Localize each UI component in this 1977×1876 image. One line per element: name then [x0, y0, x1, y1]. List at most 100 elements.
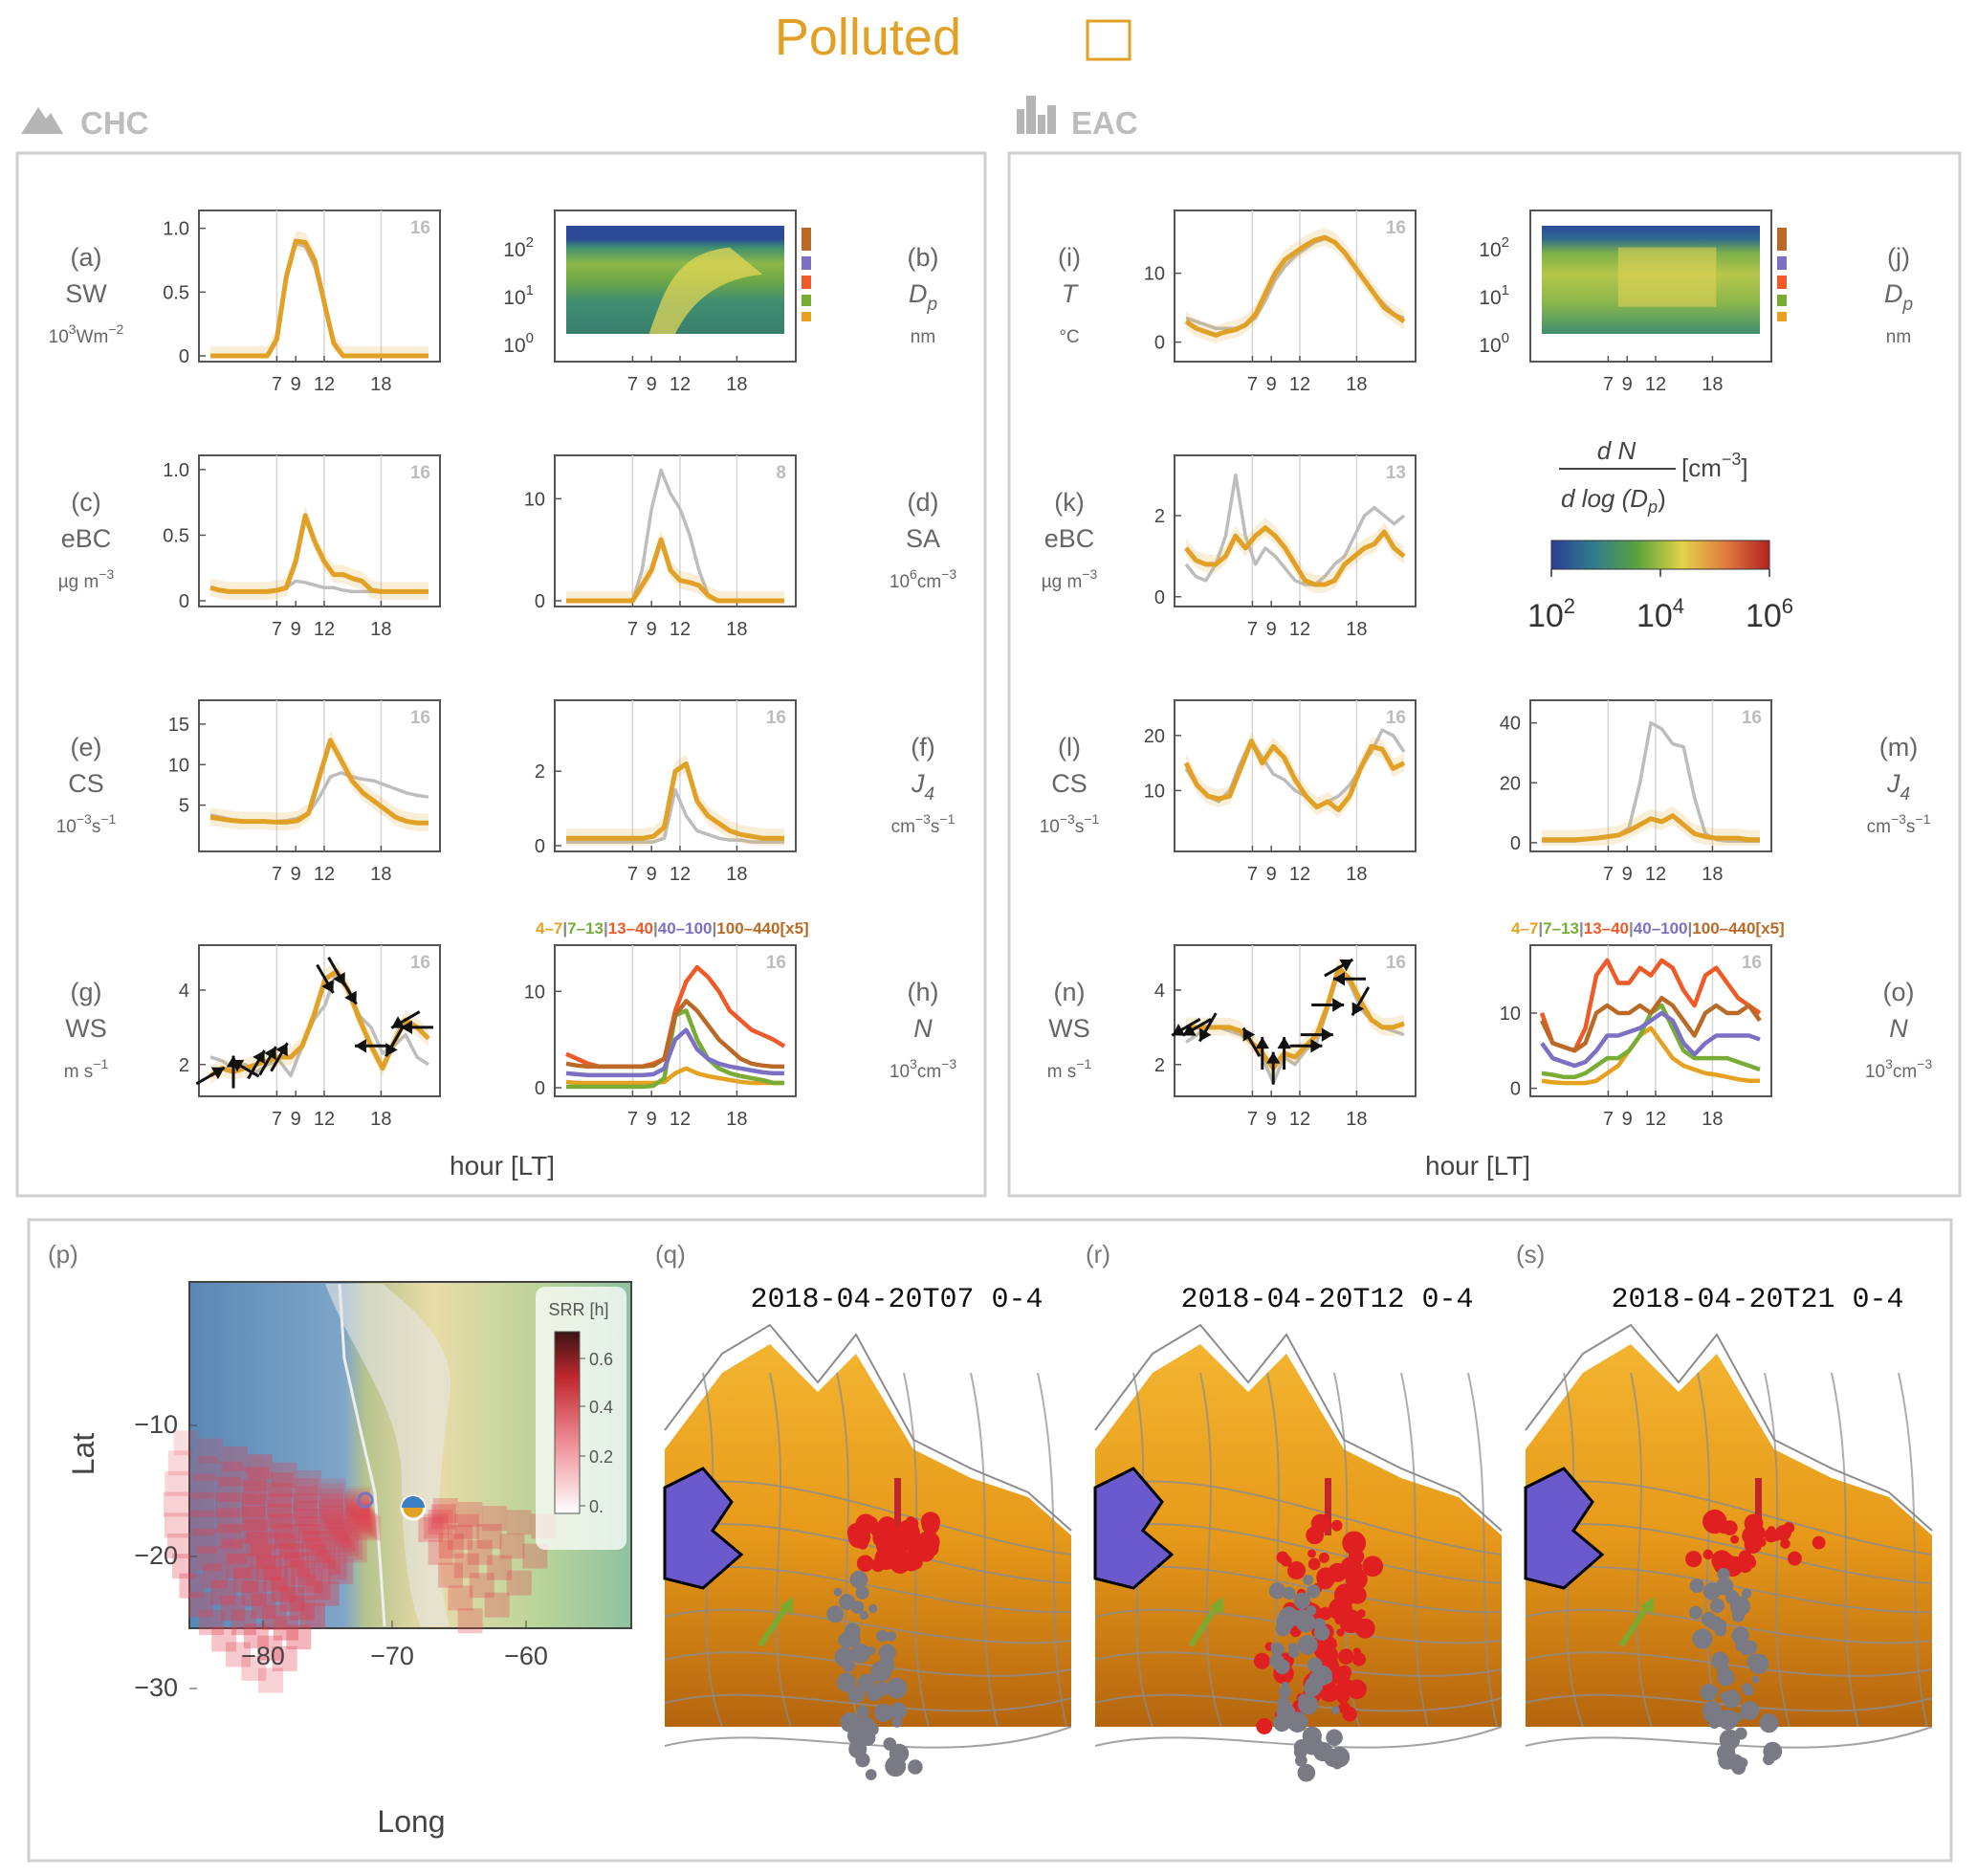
srr-cell [299, 1602, 325, 1628]
ridge-line [664, 1323, 1072, 1532]
srr-cell [305, 1537, 331, 1563]
wind-arrow-head [321, 979, 334, 993]
particle-red [870, 1557, 886, 1573]
srr-cell [348, 1509, 374, 1534]
y-tick-label: 0 [1510, 1079, 1521, 1100]
particle-red [1256, 1717, 1273, 1734]
particle-red [895, 1520, 920, 1546]
particle-gray [1296, 1612, 1316, 1633]
srr-cell [487, 1555, 513, 1580]
particle-gray [1742, 1588, 1752, 1599]
srr-cell [289, 1595, 315, 1621]
particle-gray [1720, 1691, 1728, 1701]
wind-arrow-head [1242, 1027, 1256, 1042]
wind-arrow-head [275, 1043, 288, 1057]
panel-c-unit: µg m−3 [58, 566, 115, 592]
series-line-100–440[x5] [565, 999, 784, 1070]
x-tick-label: 7 [1247, 374, 1258, 395]
particle-gray [1700, 1684, 1718, 1701]
wind-vector [1188, 1600, 1222, 1647]
particle-red [1276, 1551, 1289, 1564]
srr-cell [298, 1523, 324, 1549]
srr-cell [273, 1615, 298, 1641]
srr-cell [428, 1509, 453, 1534]
x-tick-label: 12 [1645, 1109, 1666, 1130]
particle-red [1749, 1519, 1762, 1532]
x-tick-label: 7 [1247, 864, 1258, 885]
particle-red [1685, 1551, 1702, 1568]
y-tick-label: 0.5 [163, 525, 189, 546]
size-bin-swatch [802, 228, 811, 251]
y-tick-label: 0 [535, 836, 545, 857]
panel-m-letter: (m) [1879, 733, 1918, 761]
wind-arrow-head [1321, 1027, 1333, 1042]
srr-cell [211, 1626, 237, 1652]
y-tick-label: 10 [168, 755, 189, 776]
x-tick-label: 12 [670, 1109, 691, 1130]
map-x-tick-label: −80 [241, 1642, 285, 1670]
panel-b-quantity: Dp [909, 279, 937, 315]
srr-cell [272, 1462, 297, 1488]
srr-cell [293, 1501, 319, 1527]
particle-red [1326, 1567, 1341, 1582]
x-tick-label: 7 [627, 374, 638, 395]
x-tick-label: 7 [272, 619, 282, 640]
y-tick-label: 100 [503, 330, 534, 357]
particle-red [1336, 1690, 1350, 1704]
srr-cell [296, 1516, 321, 1542]
y-tick-label: 1.0 [163, 219, 189, 240]
particle-red [1338, 1648, 1354, 1665]
panel-o-letter: (o) [1883, 978, 1915, 1006]
srr-cell [231, 1610, 256, 1636]
particle-red [1313, 1639, 1335, 1661]
x-tick-label: 9 [1266, 864, 1277, 885]
particle-gray [1279, 1686, 1291, 1699]
srr-cell [324, 1518, 350, 1544]
srr-cell [196, 1546, 222, 1572]
particle-gray [1297, 1634, 1318, 1655]
particle-gray [1313, 1624, 1330, 1642]
srr-tick-label: 0.2 [589, 1447, 613, 1467]
y-tick-label: 101 [1479, 282, 1509, 309]
particle-red [1713, 1552, 1736, 1576]
panel-q-label: (q) [655, 1240, 686, 1269]
ridge-line [1525, 1323, 1933, 1532]
panel-m-unit: cm−3s−1 [1867, 811, 1931, 837]
panel-r-timestamp: 2018-04-20T12 0-4 [1180, 1284, 1473, 1316]
particle-gray [856, 1705, 870, 1718]
srr-cell [267, 1482, 293, 1508]
y-tick-label: 2 [1154, 1055, 1165, 1076]
panel-e-letter: (e) [71, 733, 102, 761]
panel-s-timestamp: 2018-04-20T21 0-4 [1611, 1284, 1903, 1316]
terrain-gridline [1898, 1372, 1928, 1728]
y-tick-label: 2 [1154, 506, 1165, 527]
particle-gray [1293, 1739, 1310, 1755]
particle-red [1362, 1556, 1384, 1578]
particle-gray [1708, 1716, 1721, 1729]
particle-gray [881, 1632, 890, 1642]
y-tick-label: 0 [179, 591, 189, 612]
srr-footprint [164, 1430, 557, 1693]
particle-red [1702, 1509, 1727, 1534]
wind-arrow-head [231, 1059, 245, 1072]
srr-cell [241, 1492, 267, 1518]
growth-plume [648, 247, 763, 334]
srr-cell [278, 1543, 304, 1569]
panel-g-unit: m s−1 [64, 1056, 109, 1082]
y-tick-label: 102 [503, 234, 534, 261]
map-y-tick-label: −10 [134, 1410, 178, 1439]
x-tick-label: 18 [370, 864, 391, 885]
x-tick-label: 7 [1247, 1109, 1258, 1130]
particle-red [858, 1559, 868, 1570]
particle-red [1744, 1535, 1763, 1554]
wind-arrow-head [1277, 1037, 1291, 1049]
sample-count: 16 [1742, 953, 1762, 973]
y-tick-label: 4 [1154, 981, 1165, 1002]
srr-cell [347, 1506, 373, 1532]
panel-g-quantity: WS [65, 1014, 107, 1043]
srr-cell [330, 1527, 356, 1553]
particle-gray [1270, 1642, 1285, 1656]
srr-cell [244, 1467, 270, 1492]
series-line-40–100 [565, 1027, 784, 1078]
